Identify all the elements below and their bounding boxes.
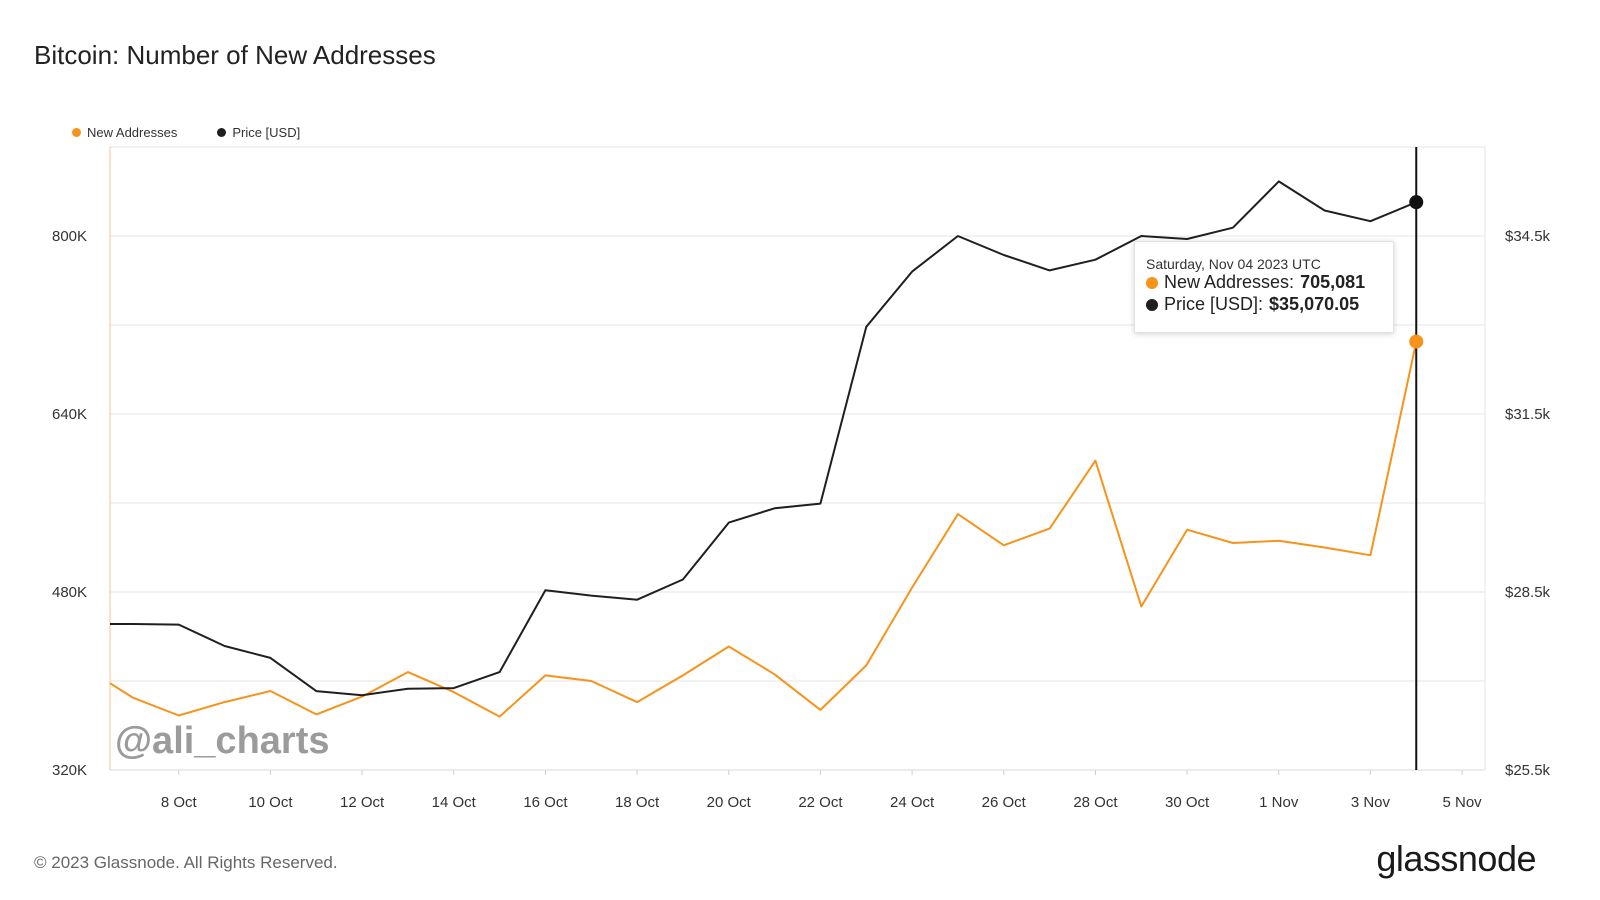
x-tick-label: 18 Oct	[615, 794, 660, 811]
tooltip-row-price: Price [USD]: $35,070.05	[1146, 294, 1359, 315]
y-left-tick-label: 800K	[52, 228, 87, 245]
legend-label-new-addresses: New Addresses	[87, 125, 178, 140]
series-line-new-addresses	[109, 341, 1418, 718]
tooltip-date: Saturday, Nov 04 2023 UTC	[1146, 256, 1321, 272]
x-tick-label: 22 Oct	[798, 794, 843, 811]
x-tick-label: 28 Oct	[1073, 794, 1118, 811]
y-left-tick-label: 480K	[52, 584, 87, 601]
x-tick-label: 5 Nov	[1442, 794, 1482, 811]
y-right-tick-label: $34.5k	[1505, 228, 1551, 245]
y-right-tick-label: $25.5k	[1505, 762, 1551, 779]
legend-label-price: Price [USD]	[232, 125, 301, 140]
tooltip-new-addresses-label: New Addresses:	[1164, 272, 1295, 292]
hover-tooltip: Saturday, Nov 04 2023 UTC New Addresses:…	[1134, 241, 1394, 333]
x-tick-label: 26 Oct	[982, 794, 1027, 811]
legend-dot-new-addresses	[72, 128, 81, 137]
y-right-tick-label: $28.5k	[1505, 584, 1551, 601]
series-line-price	[110, 180, 1417, 697]
copyright-footer: © 2023 Glassnode. All Rights Reserved.	[34, 853, 338, 872]
x-tick-label: 14 Oct	[432, 794, 477, 811]
y-right-tick-label: $31.5k	[1505, 406, 1551, 423]
chart-legend: New Addresses Price [USD]	[72, 125, 300, 140]
legend-item-new-addresses[interactable]: New Addresses	[72, 125, 177, 140]
x-tick-label: 30 Oct	[1165, 794, 1210, 811]
tooltip-dot-new-addresses	[1146, 276, 1158, 289]
hover-marker-price	[1409, 195, 1424, 210]
watermark: @ali_charts	[115, 720, 330, 762]
tooltip-row-new-addresses: New Addresses: 705,081	[1146, 272, 1365, 293]
x-tick-label: 8 Oct	[161, 794, 198, 811]
x-tick-label: 16 Oct	[523, 794, 568, 811]
x-tick-label: 20 Oct	[707, 794, 752, 811]
tooltip-new-addresses-value: 705,081	[1300, 272, 1366, 292]
x-tick-label: 1 Nov	[1259, 794, 1299, 811]
chart-title: Bitcoin: Number of New Addresses	[34, 40, 436, 70]
x-tick-label: 3 Nov	[1351, 794, 1391, 811]
legend-item-price[interactable]: Price [USD]	[217, 125, 300, 140]
y-left-tick-label: 320K	[52, 762, 87, 779]
x-tick-label: 10 Oct	[248, 794, 293, 811]
x-tick-label: 24 Oct	[890, 794, 935, 811]
tooltip-price-value: $35,070.05	[1269, 294, 1360, 314]
tooltip-dot-price	[1146, 298, 1158, 311]
hover-marker-new-addresses	[1409, 334, 1424, 349]
x-tick-label: 12 Oct	[340, 794, 385, 811]
y-left-tick-label: 640K	[52, 406, 87, 423]
glassnode-logo[interactable]: glassnode	[1376, 838, 1536, 879]
tooltip-price-label: Price [USD]:	[1164, 294, 1264, 314]
legend-dot-price	[217, 128, 227, 137]
